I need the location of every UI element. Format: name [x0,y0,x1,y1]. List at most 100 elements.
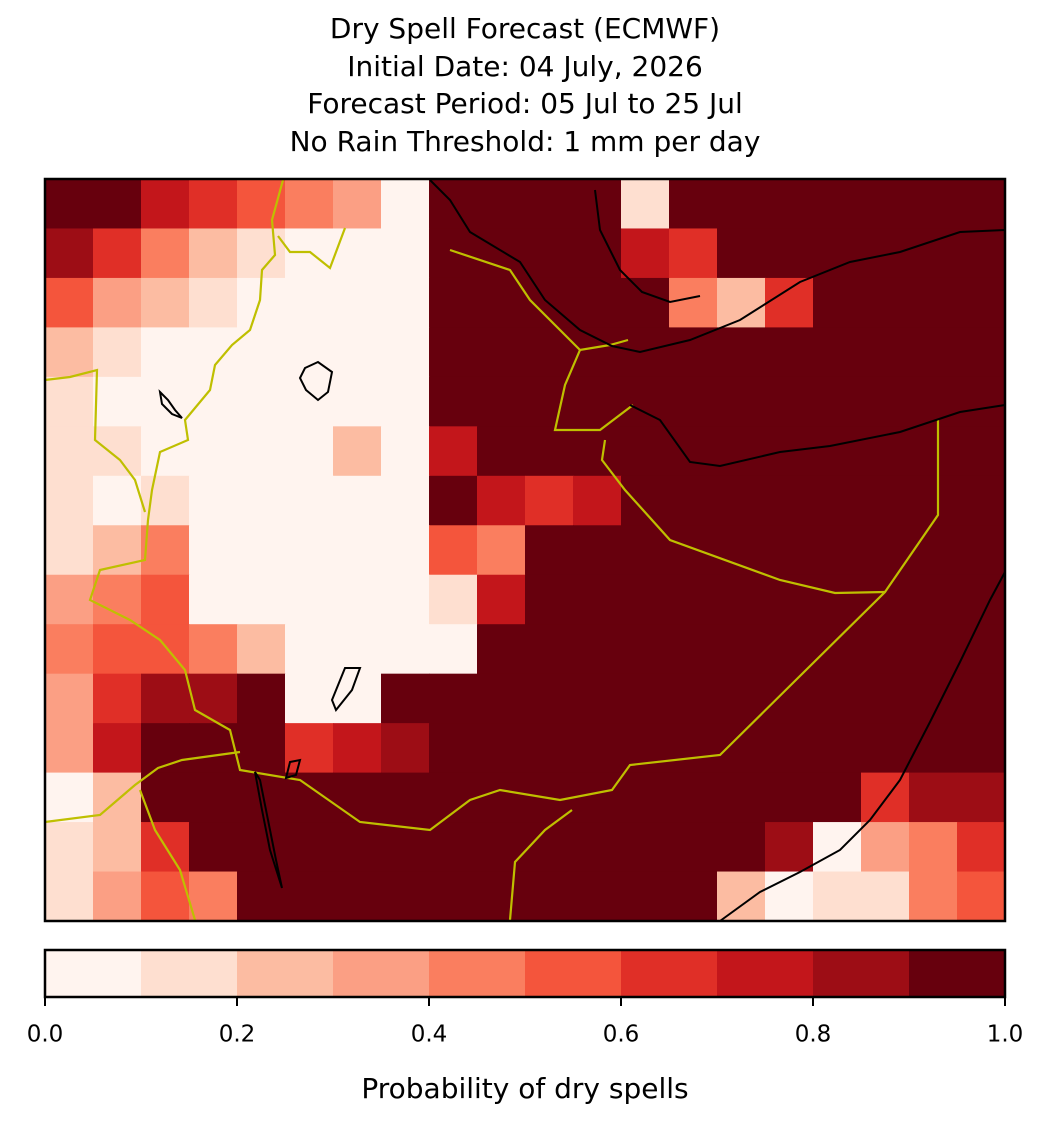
map-cell [381,574,430,625]
map-cell [141,525,190,576]
map-cell [813,624,862,675]
map-cell [237,673,286,724]
map-cell [381,673,430,724]
map-cell [93,822,142,873]
map-cell [621,376,670,427]
map-cell [909,376,958,427]
map-cell [45,772,94,823]
colorbar-frame [43,948,1007,999]
map-cell [765,772,814,823]
map-cell [621,525,670,576]
map-cell [573,277,622,328]
lake [254,771,283,889]
map-cell [381,871,430,922]
map-cell [717,475,766,526]
map-cell [813,574,862,625]
map-cell [621,228,670,279]
map-cell [189,822,238,873]
map-cell [381,426,430,477]
map-cell [861,327,910,378]
map-cell [525,723,574,774]
colorbar-segment [429,950,525,997]
colorbar-segment [141,950,237,997]
map-cell [813,772,862,823]
map-cell [237,723,286,774]
colorbar-tick-label: 0.8 [795,1022,832,1048]
map-cell [525,426,574,477]
map-cell [285,475,334,526]
map-cell [525,228,574,279]
map-cell [285,426,334,477]
map-cell [237,327,286,378]
map-cell [765,179,814,230]
map-cell [669,179,718,230]
country-border [88,179,940,832]
map-cell [957,277,1006,328]
map-cell [813,277,862,328]
map-cell [285,525,334,576]
map-cell [813,179,862,230]
lake [298,360,334,402]
coastline [629,404,1006,468]
map-cell [717,179,766,230]
map-cell [909,574,958,625]
map-cell [189,277,238,328]
map-cell [429,574,478,625]
map-cell [957,673,1006,724]
map-cell [957,426,1006,477]
map-cell [621,574,670,625]
map-cell [429,525,478,576]
map-cell [813,673,862,724]
map-cell [717,574,766,625]
map-cell [429,624,478,675]
map-cell [573,574,622,625]
map-cell [189,574,238,625]
map-cell [477,277,526,328]
map-cell [189,871,238,922]
map-cell [669,228,718,279]
map-cell [957,624,1006,675]
lake [330,667,362,712]
map-cell [477,376,526,427]
map-cell [189,179,238,230]
map-frame [43,177,1007,923]
map-cell [573,822,622,873]
map-lines [44,179,1006,922]
map-cell [669,475,718,526]
map-cell [525,179,574,230]
map-cell [381,624,430,675]
map-cell [717,277,766,328]
map-cell [429,376,478,427]
map-cell [93,723,142,774]
colorbar-tick-label: 0.4 [411,1022,448,1048]
map-cell [813,871,862,922]
map-cell [813,723,862,774]
map-cell [429,772,478,823]
map-cell [765,228,814,279]
map-cell [381,525,430,576]
colorbar-segment [909,950,1005,997]
map-cell [333,624,382,675]
map-cell [285,228,334,279]
map-cell [765,871,814,922]
map-cell [477,772,526,823]
map-cell [621,624,670,675]
map-cell [957,475,1006,526]
map-cell [669,822,718,873]
map-cell [45,574,94,625]
map-cell [669,277,718,328]
country-border [277,227,347,270]
map-cell [861,723,910,774]
map-cell [621,871,670,922]
map-cell [45,871,94,922]
map-cell [525,525,574,576]
map-cell [861,871,910,922]
map-cell [189,475,238,526]
map-cell [93,673,142,724]
colorbar-segment [45,950,141,997]
map-cell [189,772,238,823]
map-cell [525,624,574,675]
map-cell [621,179,670,230]
map-cell [669,723,718,774]
